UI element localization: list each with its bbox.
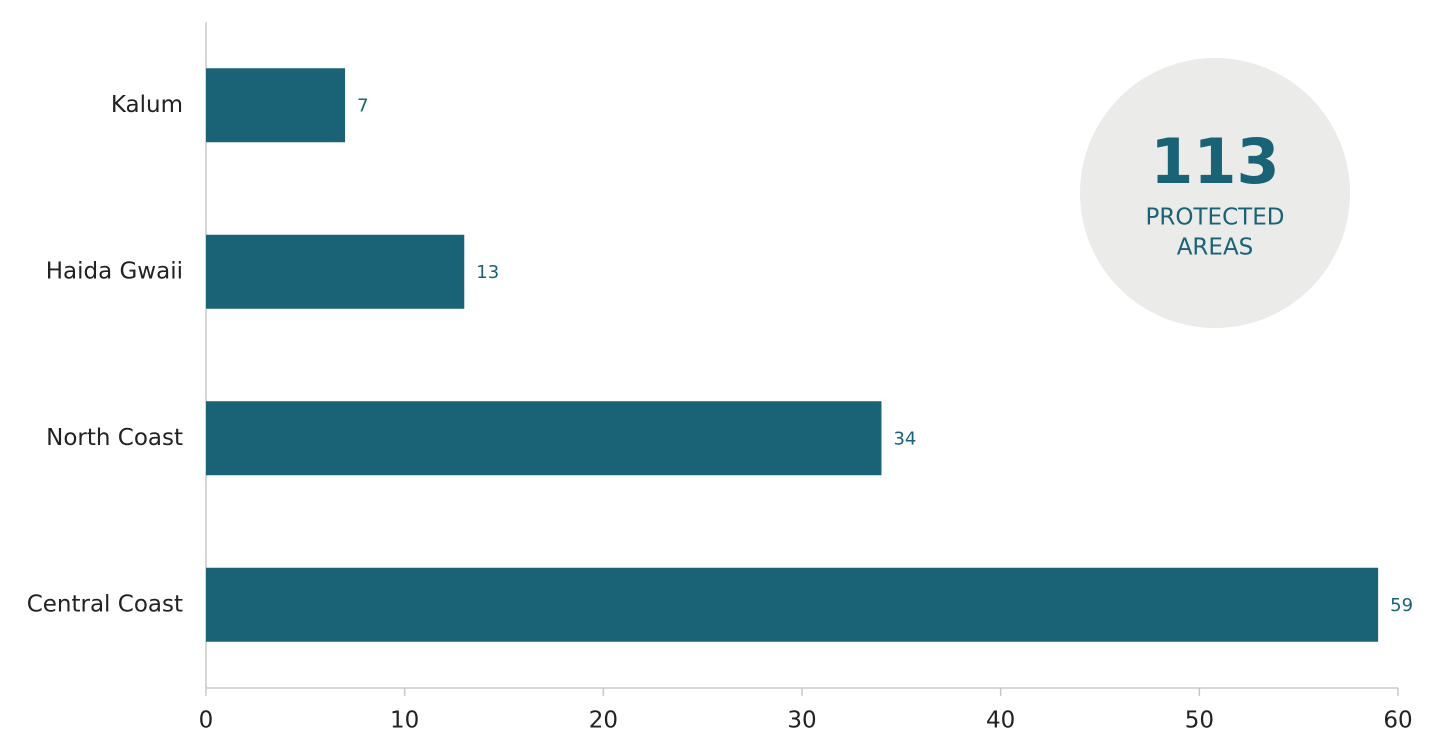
bar bbox=[206, 401, 882, 476]
x-tick-label: 40 bbox=[986, 708, 1015, 734]
total-label: AREAS bbox=[1177, 235, 1254, 261]
value-label: 7 bbox=[357, 95, 368, 116]
bar bbox=[206, 68, 346, 143]
value-label: 34 bbox=[893, 428, 916, 449]
x-tick-label: 60 bbox=[1383, 708, 1412, 734]
x-tick-label: 30 bbox=[787, 708, 816, 734]
x-tick-label: 20 bbox=[589, 708, 618, 734]
value-label: 13 bbox=[476, 262, 499, 283]
bar bbox=[206, 567, 1379, 642]
total-number: 113 bbox=[1150, 125, 1279, 198]
total-badge bbox=[1080, 58, 1350, 328]
x-tick-label: 0 bbox=[199, 708, 214, 734]
y-tick-label: North Coast bbox=[46, 425, 183, 451]
y-tick-label: Kalum bbox=[111, 92, 183, 118]
bar bbox=[206, 234, 465, 309]
x-tick-label: 50 bbox=[1185, 708, 1214, 734]
value-label: 59 bbox=[1390, 595, 1413, 616]
y-tick-label: Haida Gwaii bbox=[46, 258, 183, 284]
x-tick-label: 10 bbox=[390, 708, 419, 734]
total-label: PROTECTED bbox=[1146, 205, 1285, 231]
y-tick-label: Central Coast bbox=[27, 591, 183, 617]
